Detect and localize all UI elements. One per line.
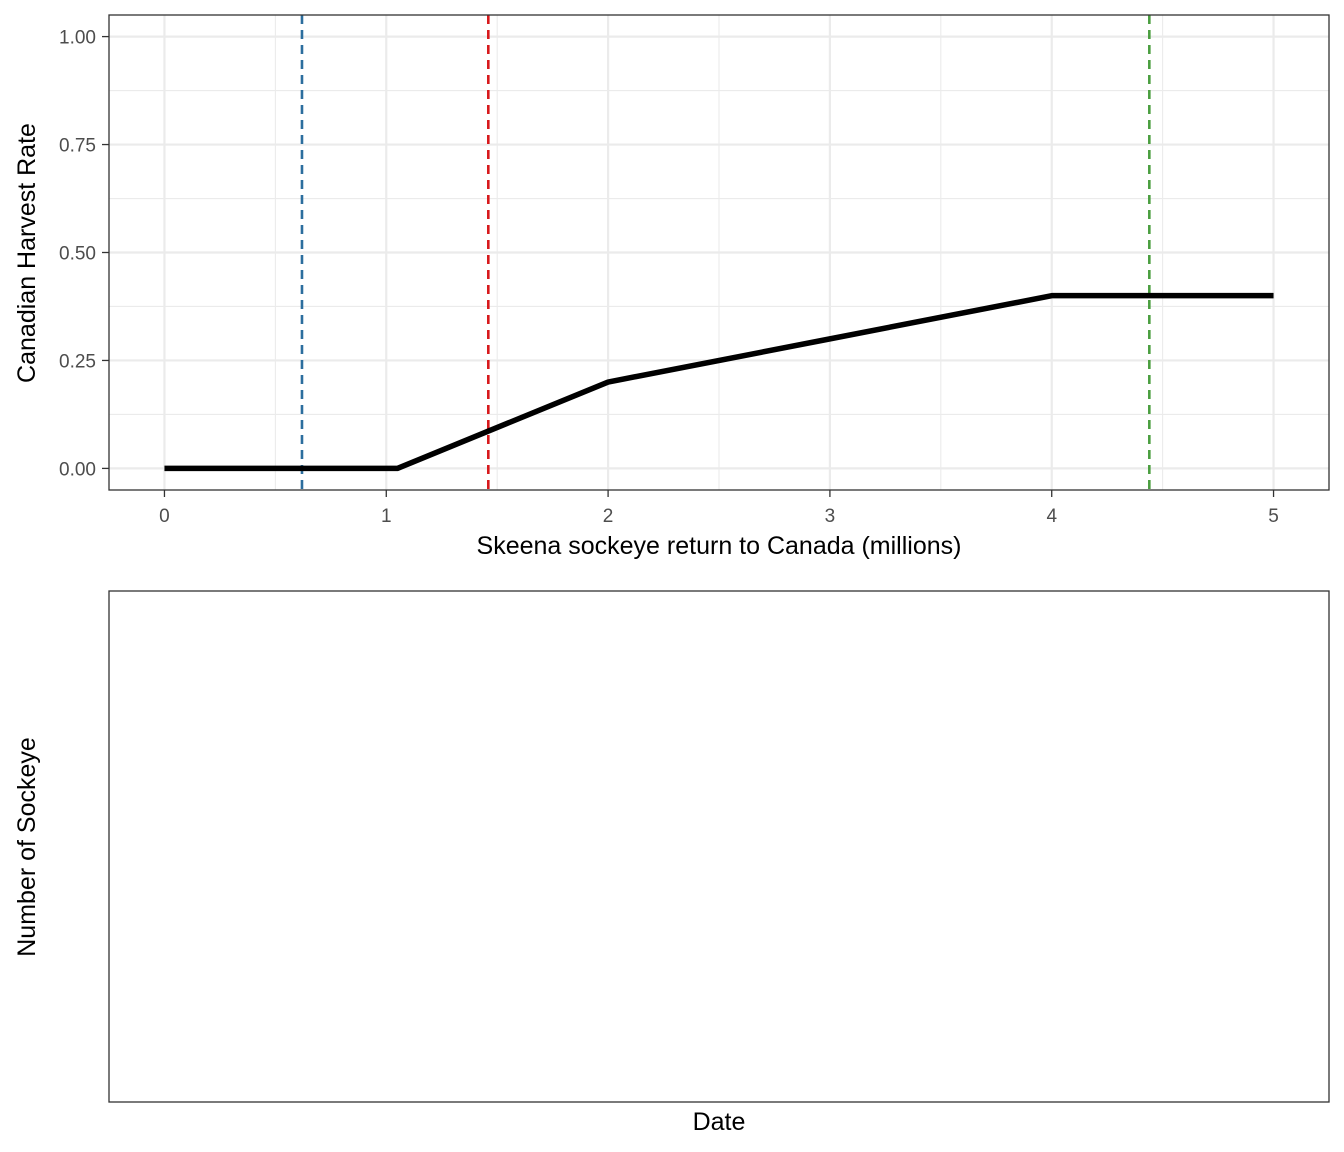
x-tick-label: 1 — [381, 506, 392, 527]
y-tick-label: 0.50 — [59, 244, 96, 265]
harvest-rate-panel: 0 1 2 3 4 5 0.00 0.25 0.50 0.75 1.00 Skeena socke… — [13, 14, 1330, 560]
sockeye-panel-border — [108, 590, 1330, 1103]
x-tick-label: 3 — [825, 506, 836, 527]
harvest-rate-line — [164, 292, 1274, 472]
harvest-y-axis-title: Canadian Harvest Rate — [13, 123, 41, 383]
harvest-gridlines — [109, 15, 1329, 490]
reference-lines — [300, 15, 1151, 490]
y-tick-label: 0.00 — [59, 459, 96, 480]
y-axis-ticks: 0.00 0.25 0.50 0.75 1.00 — [59, 28, 109, 480]
x-tick-label: 0 — [159, 506, 170, 527]
y-tick-label: 0.25 — [59, 351, 96, 372]
date-axis-title: Date — [693, 1108, 746, 1136]
sockeye-y-axis-title: Number of Sockeye — [13, 737, 41, 957]
x-tick-label: 2 — [603, 506, 614, 527]
x-tick-label: 4 — [1046, 506, 1057, 527]
sockeye-count-panel: Date Number of Sockeye — [13, 590, 1330, 1136]
y-tick-label: 0.75 — [59, 136, 96, 157]
harvest-x-axis-title: Skeena sockeye return to Canada (million… — [477, 532, 962, 560]
harvest-series — [164, 292, 1274, 472]
x-tick-label: 5 — [1268, 506, 1279, 527]
y-tick-label: 1.00 — [59, 28, 96, 49]
x-axis-ticks: 0 1 2 3 4 5 — [159, 490, 1279, 527]
